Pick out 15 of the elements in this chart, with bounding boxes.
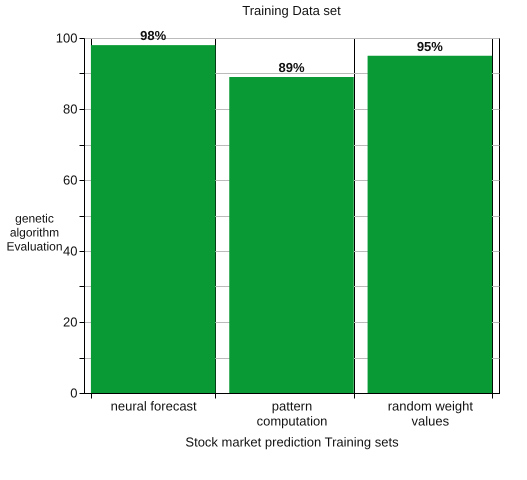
y-tick-label: 80 [63, 102, 78, 116]
y-tick-label: 60 [63, 172, 78, 188]
y-tick-label: 40 [63, 244, 78, 258]
x-tick-label: neural forecast [110, 398, 198, 414]
x-axis-title: Stock market prediction Training sets [185, 434, 400, 450]
data-label: 89% [278, 60, 305, 76]
x-tick-label: random weight values [388, 398, 474, 428]
data-label: 95% [416, 38, 444, 54]
y-tick-label: 0 [70, 386, 78, 400]
y-axis-title: genetic algorithm Evaluation [6, 212, 63, 254]
y-tick-label: 100 [56, 30, 78, 46]
y-tick-label: 20 [63, 314, 78, 330]
data-label: 98% [140, 28, 167, 44]
x-tick-label: pattern computation [256, 398, 328, 428]
chart-title: Training Data set [242, 3, 342, 18]
